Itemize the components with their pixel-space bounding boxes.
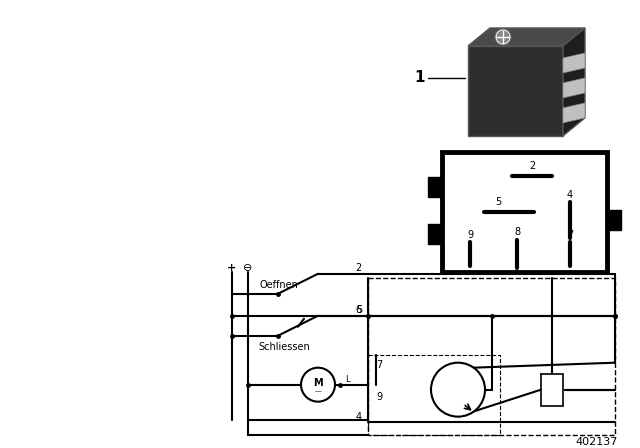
Polygon shape [468, 28, 585, 46]
Bar [442, 152, 607, 272]
Bar [607, 210, 621, 230]
Text: 6: 6 [356, 305, 362, 315]
Bar [368, 355, 500, 435]
Polygon shape [563, 103, 585, 123]
Text: 7: 7 [567, 230, 573, 240]
Text: Oeffnen: Oeffnen [260, 280, 299, 290]
Text: 4: 4 [567, 190, 573, 200]
Text: ⊖: ⊖ [243, 263, 253, 273]
Polygon shape [563, 78, 585, 98]
Text: 5: 5 [356, 305, 362, 315]
Text: 9: 9 [467, 230, 473, 240]
Bar [541, 374, 563, 405]
Polygon shape [563, 53, 585, 73]
Text: 9: 9 [376, 392, 382, 402]
Text: 4: 4 [356, 412, 362, 422]
Bar [468, 46, 563, 136]
Text: 1: 1 [415, 70, 425, 86]
Text: 402137: 402137 [575, 437, 618, 447]
Text: 7: 7 [376, 360, 382, 370]
Text: —: — [314, 389, 321, 395]
Bar [428, 224, 442, 244]
Bar [428, 177, 442, 197]
Circle shape [497, 31, 509, 43]
Text: 2: 2 [356, 263, 362, 273]
Text: +: + [227, 263, 237, 273]
Circle shape [495, 29, 511, 45]
Circle shape [431, 363, 485, 417]
Polygon shape [563, 28, 585, 136]
Text: Schliessen: Schliessen [258, 342, 310, 352]
Text: M: M [313, 378, 323, 388]
Bar [368, 278, 615, 435]
Text: L: L [345, 375, 349, 384]
Circle shape [301, 368, 335, 402]
Text: 5: 5 [495, 197, 501, 207]
Text: 2: 2 [529, 161, 535, 171]
Text: 8: 8 [514, 227, 520, 237]
